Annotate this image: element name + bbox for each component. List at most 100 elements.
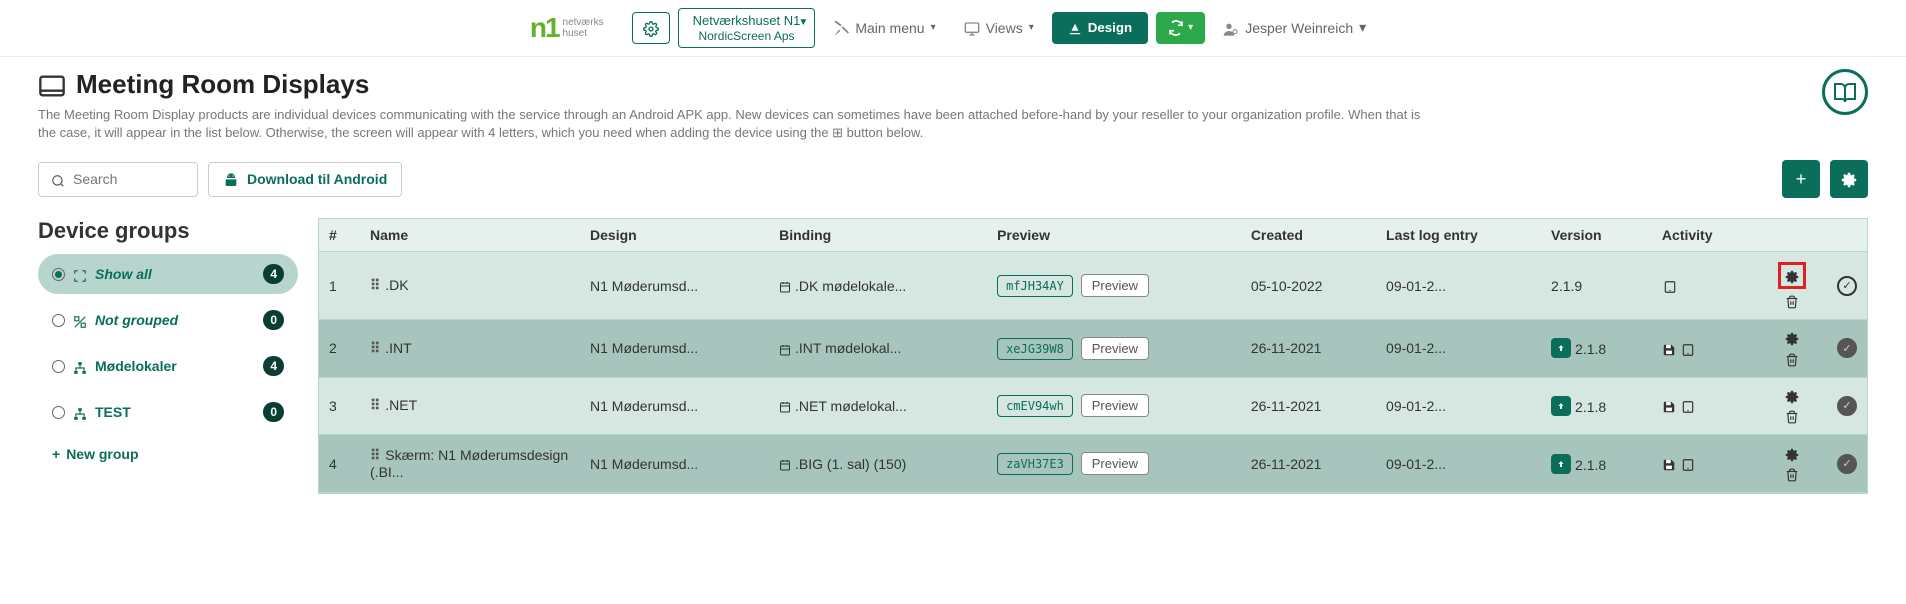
cell-created: 26-11-2021 <box>1241 435 1376 493</box>
download-android-button[interactable]: Download til Android <box>208 162 402 197</box>
cell-preview: mfJH34AY Preview <box>987 252 1241 320</box>
cell-actions <box>1756 377 1827 435</box>
col-preview[interactable]: Preview <box>987 219 1241 252</box>
cell-actions <box>1756 320 1827 378</box>
user-menu[interactable]: Jesper Weinreich ▾ <box>1213 13 1376 42</box>
topbar: n1 netværks huset Netværkshuset N1 Nordi… <box>0 0 1906 57</box>
sidebar-group-item[interactable]: TEST 0 <box>38 392 298 432</box>
chevron-down-icon: ▼ <box>798 17 808 29</box>
logo[interactable]: n1 netværks huset <box>530 12 604 44</box>
preview-button[interactable]: Preview <box>1081 274 1149 297</box>
cell-design: N1 Møderumsd... <box>580 377 769 435</box>
device-code-badge[interactable]: cmEV94wh <box>997 395 1073 417</box>
col-design[interactable]: Design <box>580 219 769 252</box>
cell-num: 1 <box>319 252 360 320</box>
drag-handle-icon[interactable]: ⠿ <box>370 447 379 463</box>
new-group-button[interactable]: + New group <box>38 438 298 470</box>
cell-num: 3 <box>319 377 360 435</box>
row-delete-button[interactable] <box>1785 466 1799 482</box>
device-code-badge[interactable]: xeJG39W8 <box>997 338 1073 360</box>
monitor-icon <box>964 19 980 36</box>
preview-button[interactable]: Preview <box>1081 394 1149 417</box>
table-row[interactable]: 4 ⠿Skærm: N1 Møderumsdesign (.BI... N1 M… <box>319 435 1867 493</box>
update-available-icon[interactable] <box>1551 396 1571 416</box>
col-num[interactable]: # <box>319 219 360 252</box>
table-settings-button[interactable] <box>1830 160 1868 198</box>
cell-status: ✓ <box>1827 377 1867 435</box>
cell-lastlog: 09-01-2... <box>1376 320 1541 378</box>
update-available-icon[interactable] <box>1551 454 1571 474</box>
android-icon <box>223 171 239 188</box>
table-row[interactable]: 3 ⠿.NET N1 Møderumsd... .NET mødelokal..… <box>319 377 1867 435</box>
views-dropdown[interactable]: Views ▾ <box>954 13 1044 42</box>
table-row[interactable]: 1 ⠿.DK N1 Møderumsd... .DK mødelokale...… <box>319 252 1867 320</box>
col-created[interactable]: Created <box>1241 219 1376 252</box>
design-button[interactable]: Design <box>1052 12 1148 43</box>
device-code-badge[interactable]: mfJH34AY <box>997 275 1073 297</box>
cell-created: 26-11-2021 <box>1241 320 1376 378</box>
cell-status: ✓ <box>1827 320 1867 378</box>
group-icon <box>73 358 87 374</box>
radio-icon <box>52 360 65 373</box>
cell-actions <box>1756 252 1827 320</box>
cell-status: ✓ <box>1827 435 1867 493</box>
drag-handle-icon[interactable]: ⠿ <box>370 340 379 356</box>
row-settings-button[interactable] <box>1785 330 1799 346</box>
search-icon <box>51 171 65 187</box>
sidebar-group-item[interactable]: Mødelokaler 4 <box>38 346 298 386</box>
cell-name: ⠿.DK <box>360 252 580 320</box>
row-settings-button[interactable] <box>1785 445 1799 461</box>
col-activity[interactable]: Activity <box>1652 219 1756 252</box>
org-selector[interactable]: Netværkshuset N1 NordicScreen Aps ▼ <box>678 8 816 48</box>
col-binding[interactable]: Binding <box>769 219 987 252</box>
cell-created: 26-11-2021 <box>1241 377 1376 435</box>
row-delete-button[interactable] <box>1785 350 1799 366</box>
sync-button[interactable]: ▾ <box>1156 12 1205 44</box>
add-button[interactable]: + <box>1782 160 1820 198</box>
device-code-badge[interactable]: zaVH37E3 <box>997 453 1073 475</box>
cell-version: 2.1.8 <box>1541 320 1652 378</box>
search-input[interactable] <box>73 171 185 187</box>
page-title: Meeting Room Displays <box>38 69 1438 100</box>
row-delete-button[interactable] <box>1785 408 1799 424</box>
row-settings-button[interactable] <box>1785 388 1799 404</box>
col-name[interactable]: Name <box>360 219 580 252</box>
search-input-wrapper[interactable] <box>38 162 198 197</box>
preview-button[interactable]: Preview <box>1081 337 1149 360</box>
drag-handle-icon[interactable]: ⠿ <box>370 277 379 293</box>
calendar-icon <box>779 456 791 472</box>
group-count-badge: 0 <box>263 310 284 330</box>
table-row[interactable]: 2 ⠿.INT N1 Møderumsd... .INT mødelokal..… <box>319 320 1867 378</box>
preview-button[interactable]: Preview <box>1081 452 1149 475</box>
help-button[interactable] <box>1822 69 1868 115</box>
calendar-icon <box>779 278 791 294</box>
book-icon <box>1833 79 1857 105</box>
sidebar-group-item[interactable]: Not grouped 0 <box>38 300 298 340</box>
page-description: The Meeting Room Display products are in… <box>38 106 1438 142</box>
row-settings-button[interactable] <box>1778 262 1806 288</box>
user-icon <box>1223 19 1239 36</box>
sidebar-group-item[interactable]: Show all 4 <box>38 254 298 294</box>
radio-icon <box>52 268 65 281</box>
col-lastlog[interactable]: Last log entry <box>1376 219 1541 252</box>
device-table: # Name Design Binding Preview Created La… <box>318 218 1868 493</box>
radio-icon <box>52 406 65 419</box>
cell-preview: xeJG39W8 Preview <box>987 320 1241 378</box>
update-available-icon[interactable] <box>1551 338 1571 358</box>
col-actions <box>1756 219 1827 252</box>
cell-activity <box>1652 435 1756 493</box>
col-version[interactable]: Version <box>1541 219 1652 252</box>
row-delete-button[interactable] <box>1785 293 1799 309</box>
calendar-icon <box>779 398 791 414</box>
settings-button[interactable] <box>632 12 670 43</box>
cell-version: 2.1.8 <box>1541 435 1652 493</box>
drag-handle-icon[interactable]: ⠿ <box>370 397 379 413</box>
cell-design: N1 Møderumsd... <box>580 435 769 493</box>
col-status <box>1827 219 1867 252</box>
group-count-badge: 0 <box>263 402 284 422</box>
main-menu-dropdown[interactable]: Main menu ▾ <box>823 13 945 42</box>
cell-name: ⠿Skærm: N1 Møderumsdesign (.BI... <box>360 435 580 493</box>
logo-subtext: netværks huset <box>563 17 604 39</box>
chevron-down-icon: ▾ <box>1029 22 1034 33</box>
cell-binding: .INT mødelokal... <box>769 320 987 378</box>
